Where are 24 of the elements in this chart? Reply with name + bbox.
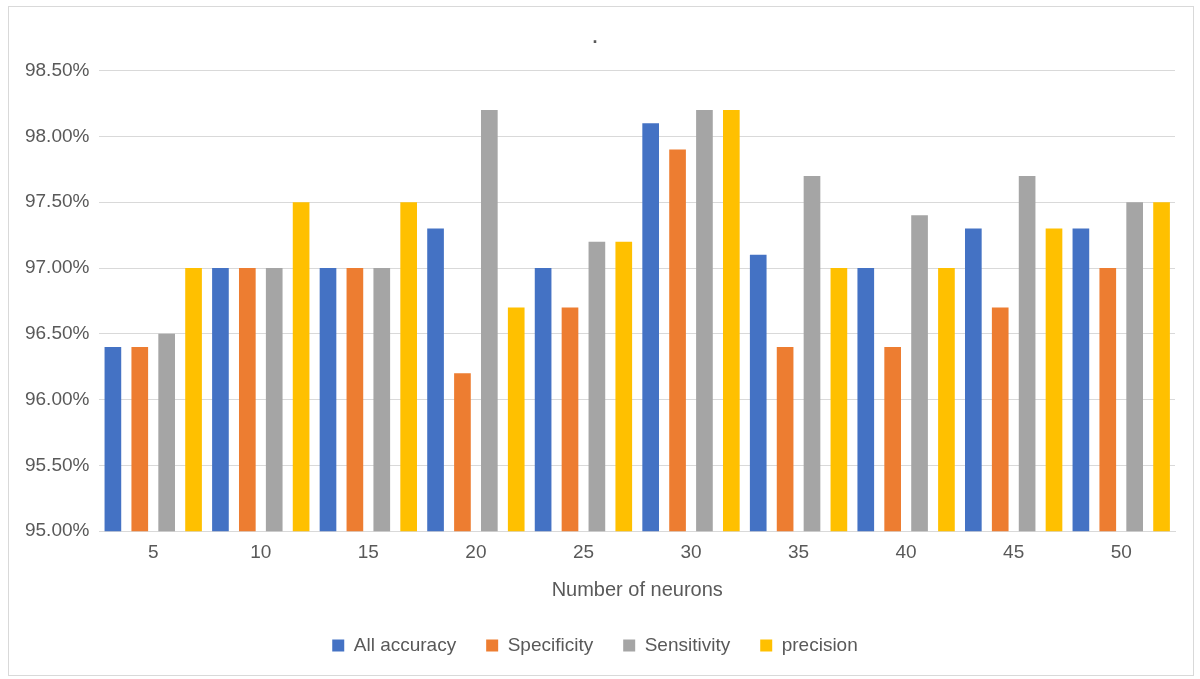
legend-label: precision [781, 633, 858, 655]
y-tick-label: 97.00% [24, 256, 90, 278]
x-tick-label: 35 [787, 540, 810, 562]
y-tick-label: 97.50% [24, 190, 90, 212]
y-tick-label: 98.50% [24, 58, 90, 80]
y-tick-label: 96.50% [24, 322, 90, 344]
legend-label: Specificity [507, 633, 594, 655]
x-tick-label: 20 [465, 540, 487, 562]
y-tick-label: 96.00% [24, 387, 90, 409]
y-tick-label: 95.00% [24, 519, 90, 541]
y-tick-label: 95.50% [24, 453, 90, 475]
x-tick-label: 15 [357, 540, 379, 562]
x-axis-title: Number of neurons [551, 577, 723, 600]
x-tick-label: 50 [1110, 540, 1132, 562]
legend-label: Sensitivity [644, 633, 731, 655]
x-tick-label: 25 [572, 540, 595, 562]
chart-title: . [592, 26, 598, 47]
x-tick-label: 5 [147, 540, 159, 562]
x-tick-label: 40 [895, 540, 917, 562]
x-tick-label: 30 [680, 540, 702, 562]
y-tick-label: 98.00% [24, 124, 90, 146]
x-tick-label: 45 [1003, 540, 1025, 562]
legend-label: All accuracy [353, 633, 457, 655]
x-tick-label: 10 [250, 540, 272, 562]
